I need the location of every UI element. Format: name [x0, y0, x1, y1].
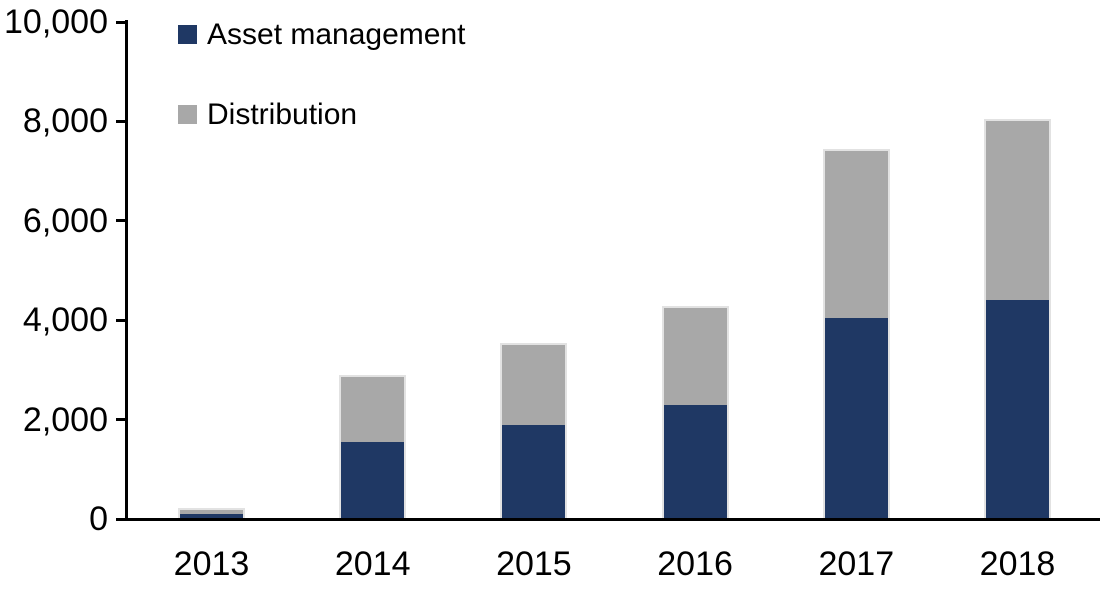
bar-column-2014	[339, 375, 407, 519]
bar-segment-distribution-2015	[502, 345, 566, 425]
y-tick-label: 8,000	[22, 102, 108, 141]
distribution-legend-label: Distribution	[207, 98, 358, 131]
bar-segment-asset-management-2013	[180, 514, 243, 519]
x-axis-label-2017: 2017	[818, 545, 895, 583]
bar-segment-distribution-2017	[824, 151, 888, 318]
bar-segment-asset-management-2016	[663, 404, 727, 519]
bar-segment-distribution-2016	[663, 307, 727, 405]
y-tick-mark	[116, 119, 127, 123]
y-tick-mark	[116, 20, 127, 24]
bar-segment-asset-management-2015	[502, 424, 566, 519]
asset-management-legend-label: Asset management	[207, 18, 466, 51]
bar-column-2013	[178, 507, 245, 519]
bar-column-2018	[984, 119, 1051, 519]
bar-segment-distribution-2014	[341, 377, 405, 442]
bar-column-2017	[822, 149, 890, 519]
bar-column-2016	[661, 305, 729, 519]
y-tick-mark	[116, 318, 127, 322]
x-axis-label-2013: 2013	[173, 545, 250, 583]
x-axis-label-2018: 2018	[979, 545, 1056, 583]
y-tick-mark	[116, 219, 127, 223]
asset-management-swatch	[178, 25, 197, 44]
y-axis-line	[125, 20, 128, 521]
x-axis-label-2014: 2014	[334, 545, 411, 583]
y-tick-label: 4,000	[22, 301, 108, 340]
bar-segment-asset-management-2014	[341, 441, 405, 519]
x-axis-line	[116, 518, 1100, 521]
bar-segment-distribution-2013	[180, 509, 243, 515]
distribution-swatch	[178, 105, 197, 124]
y-tick-mark	[116, 418, 127, 422]
bar-segment-asset-management-2017	[824, 317, 888, 519]
y-tick-label: 2,000	[22, 400, 108, 439]
y-tick-label: 10,000	[4, 3, 108, 41]
legend-item-asset-management: Asset management	[178, 18, 466, 51]
y-tick-label: 6,000	[22, 201, 108, 240]
x-axis-label-2016: 2016	[657, 545, 733, 583]
bar-column-2015	[500, 343, 568, 519]
bar-segment-distribution-2018	[986, 121, 1049, 301]
bar-segment-asset-management-2018	[986, 300, 1049, 519]
y-tick-label: 0	[89, 500, 108, 538]
x-axis-label-2015: 2015	[496, 545, 572, 583]
legend-item-distribution: Distribution	[178, 98, 358, 131]
